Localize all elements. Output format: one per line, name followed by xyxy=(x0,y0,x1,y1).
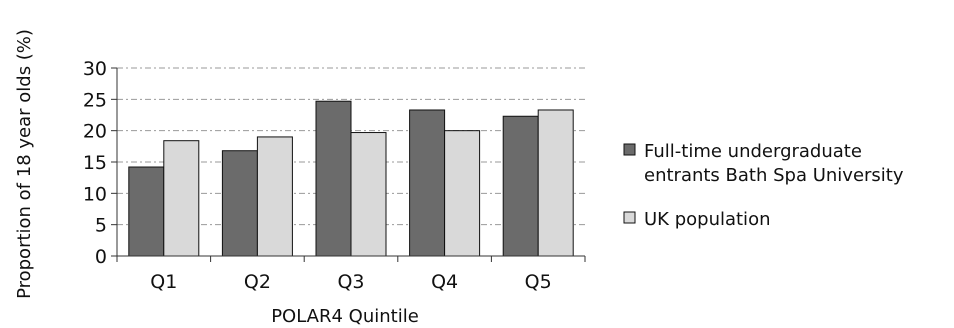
bars xyxy=(128,100,574,257)
axes xyxy=(111,67,586,262)
bar-bath-spa-q2 xyxy=(221,150,258,257)
y-tick-label: 10 xyxy=(83,183,107,205)
x-tick-label: Q2 xyxy=(244,271,271,293)
bar-bath-spa-q5 xyxy=(502,115,539,257)
bar-uk-population-q1 xyxy=(163,140,200,257)
bar-uk-population-q5 xyxy=(537,109,574,257)
y-tick-label: 30 xyxy=(83,58,107,80)
legend: Full-time undergraduate entrants Bath Spa… xyxy=(623,141,904,230)
x-tick-label: Q5 xyxy=(525,271,552,293)
y-axis-title: Proportion of 18 year olds (%) xyxy=(14,29,35,299)
y-tick-label: 20 xyxy=(83,121,107,143)
bar-bath-spa-q1 xyxy=(128,166,165,257)
legend-swatch-uk-population xyxy=(623,211,636,224)
bar-uk-population-q2 xyxy=(256,136,293,257)
legend-swatch-bath-spa xyxy=(623,143,636,156)
x-tick-label: Q3 xyxy=(337,271,364,293)
y-tick-label: 25 xyxy=(83,89,107,111)
bar-bath-spa-q4 xyxy=(409,109,446,257)
x-tick-labels: Q1 Q2 Q3 Q4 Q5 xyxy=(150,271,551,293)
x-axis-title: POLAR4 Quintile xyxy=(271,306,419,327)
y-tick-label: 5 xyxy=(95,215,107,237)
bar-bath-spa-q3 xyxy=(315,100,352,257)
y-tick-labels: 0 5 10 15 20 25 30 xyxy=(83,58,107,268)
x-tick-label: Q4 xyxy=(431,271,458,293)
x-tick-label: Q1 xyxy=(150,271,177,293)
bar-uk-population-q4 xyxy=(444,130,481,257)
y-tick-label: 15 xyxy=(83,152,107,174)
legend-label-bath-spa: Full-time undergraduate entrants Bath Spa… xyxy=(644,141,904,186)
legend-label-uk-population: UK population xyxy=(644,209,770,230)
bar-uk-population-q3 xyxy=(350,132,387,257)
y-tick-label: 0 xyxy=(95,246,107,268)
